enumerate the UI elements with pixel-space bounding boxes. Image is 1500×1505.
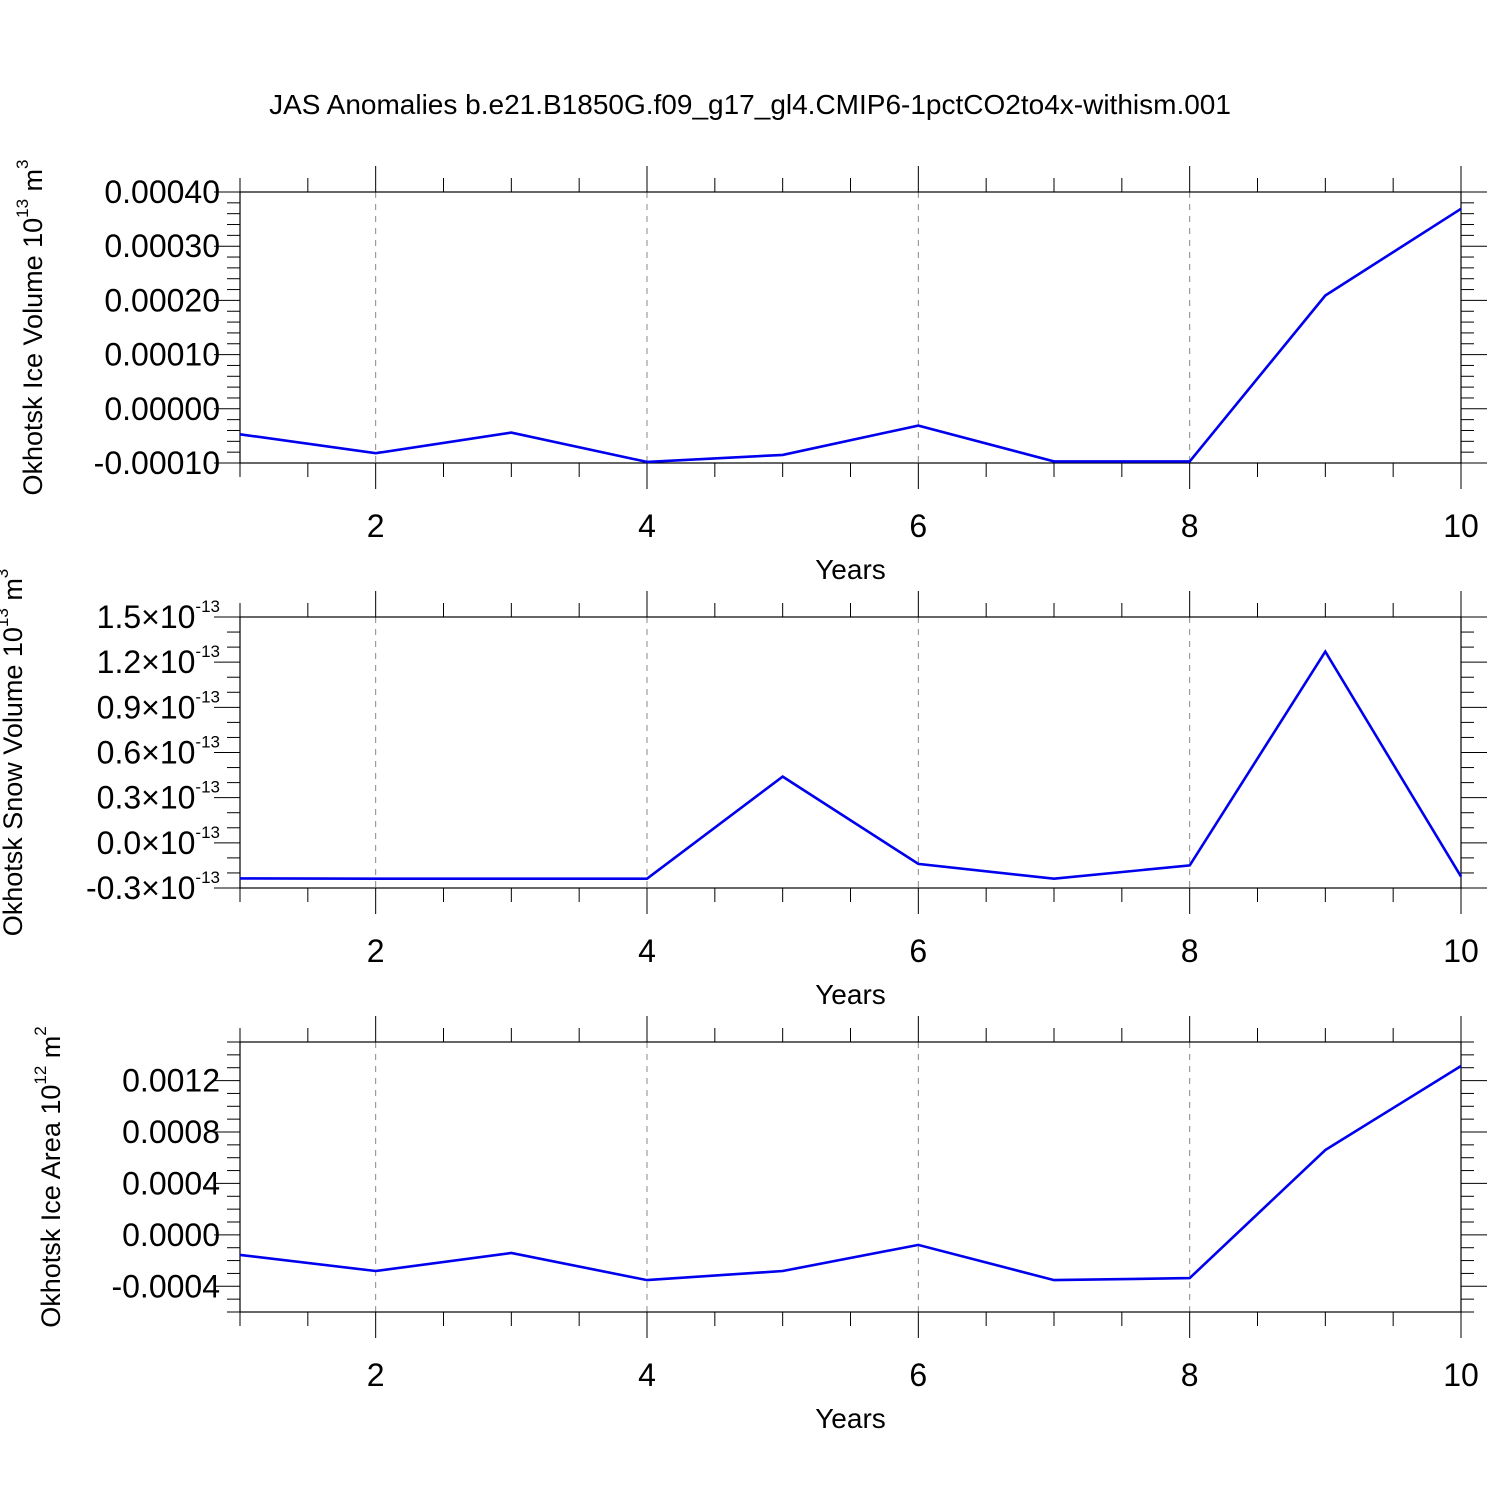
y-tick-label: 0.00030 <box>104 228 220 264</box>
x-tick-label: 8 <box>1181 1357 1199 1393</box>
series-line <box>240 209 1461 462</box>
plot-frame <box>240 617 1461 888</box>
y-tick-label: 0.00010 <box>104 337 220 373</box>
y-tick-label: 0.9×10-13 <box>97 687 220 725</box>
y-tick-label: 0.6×10-13 <box>97 733 220 771</box>
y-axis-label: Okhotsk Ice Volume 1013 m3 <box>13 159 48 495</box>
x-tick-label: 10 <box>1443 1357 1479 1393</box>
x-tick-label: 4 <box>638 508 656 544</box>
y-axis-label: Okhotsk Snow Volume 1013 m3 <box>0 569 28 937</box>
y-tick-label: 0.0000 <box>122 1217 220 1253</box>
y-tick-label: 0.0008 <box>122 1114 220 1150</box>
x-tick-label: 10 <box>1443 508 1479 544</box>
x-tick-label: 2 <box>367 933 385 969</box>
y-tick-label: 0.0×10-13 <box>97 823 220 861</box>
plot-frame <box>240 192 1461 463</box>
series-line <box>240 652 1461 879</box>
y-tick-label: -0.0004 <box>111 1268 220 1304</box>
x-axis-label: Years <box>815 979 886 1010</box>
y-tick-label: -0.3×10-13 <box>86 868 220 906</box>
x-tick-label: 6 <box>909 933 927 969</box>
x-axis-label: Years <box>815 1403 886 1434</box>
panel-1: 2 4 6 8 10 Years -0.00010 0.00000 0.00010 0.00020… <box>13 159 1487 585</box>
x-tick-label: 10 <box>1443 933 1479 969</box>
x-tick-label: 6 <box>909 1357 927 1393</box>
y-tick-label: 0.0004 <box>122 1165 220 1201</box>
y-tick-label: 0.0012 <box>122 1063 220 1099</box>
y-tick-label: 1.5×10-13 <box>97 597 220 635</box>
y-tick-label: 0.00000 <box>104 391 220 427</box>
x-tick-label: 2 <box>367 1357 385 1393</box>
x-tick-label: 8 <box>1181 933 1199 969</box>
plot-frame <box>240 1042 1461 1312</box>
x-tick-label: 2 <box>367 508 385 544</box>
x-axis-label: Years <box>815 554 886 585</box>
panel-3: 2 4 6 8 10 Years -0.0004 0.0000 0.0004 0.0008 0.00… <box>31 1016 1487 1434</box>
y-tick-label: -0.00010 <box>94 445 220 481</box>
y-axis-label: Okhotsk Ice Area 1012 m2 <box>31 1026 66 1328</box>
y-tick-label: 0.00040 <box>104 174 220 210</box>
y-tick-label: 0.00020 <box>104 282 220 318</box>
y-tick-label: 0.3×10-13 <box>97 778 220 816</box>
y-tick-label: 1.2×10-13 <box>97 642 220 680</box>
x-tick-label: 4 <box>638 1357 656 1393</box>
x-tick-label: 4 <box>638 933 656 969</box>
x-tick-label: 8 <box>1181 508 1199 544</box>
series-line <box>240 1066 1461 1280</box>
x-tick-label: 6 <box>909 508 927 544</box>
panel-2: 2 4 6 8 10 Years -0.3×10-13 0.0×10-13 0.3×10-13 0… <box>0 569 1487 1010</box>
figure-title: JAS Anomalies b.e21.B1850G.f09_g17_gl4.C… <box>0 88 1500 122</box>
